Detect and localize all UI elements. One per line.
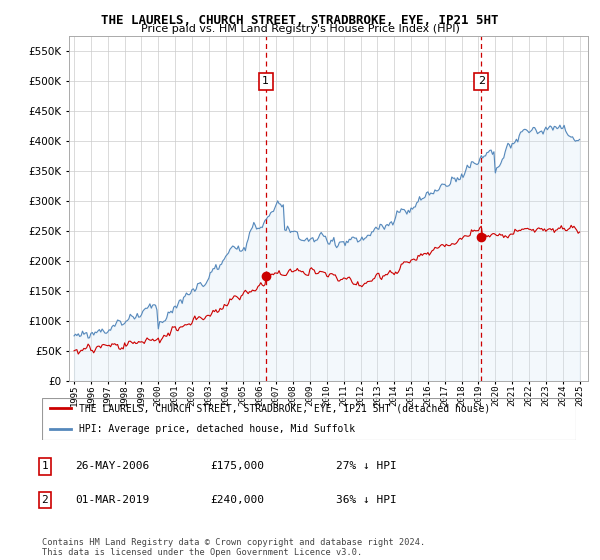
Text: Price paid vs. HM Land Registry's House Price Index (HPI): Price paid vs. HM Land Registry's House … bbox=[140, 24, 460, 34]
Text: 01-MAR-2019: 01-MAR-2019 bbox=[75, 495, 149, 505]
Text: 1: 1 bbox=[41, 461, 49, 472]
Text: £175,000: £175,000 bbox=[210, 461, 264, 472]
Text: 1: 1 bbox=[262, 76, 269, 86]
Text: 27% ↓ HPI: 27% ↓ HPI bbox=[336, 461, 397, 472]
Text: 36% ↓ HPI: 36% ↓ HPI bbox=[336, 495, 397, 505]
Text: 2: 2 bbox=[41, 495, 49, 505]
Text: 26-MAY-2006: 26-MAY-2006 bbox=[75, 461, 149, 472]
Text: Contains HM Land Registry data © Crown copyright and database right 2024.
This d: Contains HM Land Registry data © Crown c… bbox=[42, 538, 425, 557]
Text: THE LAURELS, CHURCH STREET, STRADBROKE, EYE, IP21 5HT: THE LAURELS, CHURCH STREET, STRADBROKE, … bbox=[101, 14, 499, 27]
Text: £240,000: £240,000 bbox=[210, 495, 264, 505]
Text: THE LAURELS, CHURCH STREET, STRADBROKE, EYE, IP21 5HT (detached house): THE LAURELS, CHURCH STREET, STRADBROKE, … bbox=[79, 403, 491, 413]
Text: HPI: Average price, detached house, Mid Suffolk: HPI: Average price, detached house, Mid … bbox=[79, 424, 356, 434]
Text: 2: 2 bbox=[478, 76, 485, 86]
